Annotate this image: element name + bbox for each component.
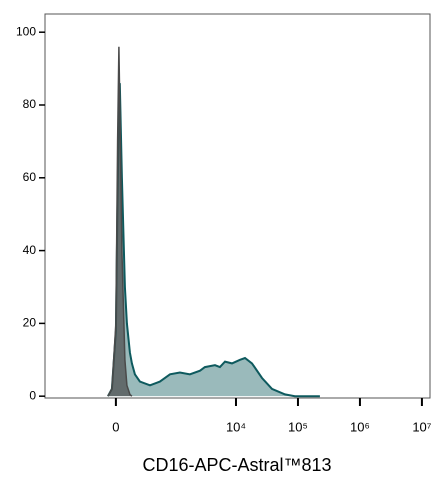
y-tick-label: 40 bbox=[23, 243, 37, 257]
x-tick-label: 10⁷ bbox=[412, 419, 431, 434]
x-tick-label: 0 bbox=[112, 419, 119, 434]
x-axis-title: CD16-APC-Astral™813 bbox=[142, 455, 331, 475]
x-tick-label: 10⁴ bbox=[226, 419, 246, 434]
area-fill bbox=[107, 46, 132, 397]
x-tick-label: 10⁵ bbox=[288, 419, 308, 434]
plot-frame bbox=[44, 13, 431, 399]
y-tick-label: 20 bbox=[23, 316, 37, 330]
y-tick-label: 0 bbox=[29, 388, 36, 402]
area-line bbox=[107, 83, 320, 398]
area-line bbox=[107, 46, 133, 397]
y-tick-label: 100 bbox=[16, 24, 36, 38]
area-fill bbox=[107, 83, 320, 397]
y-tick-label: 80 bbox=[23, 97, 37, 111]
x-tick-label: 10⁶ bbox=[350, 419, 370, 434]
y-tick-label: 60 bbox=[23, 170, 37, 184]
